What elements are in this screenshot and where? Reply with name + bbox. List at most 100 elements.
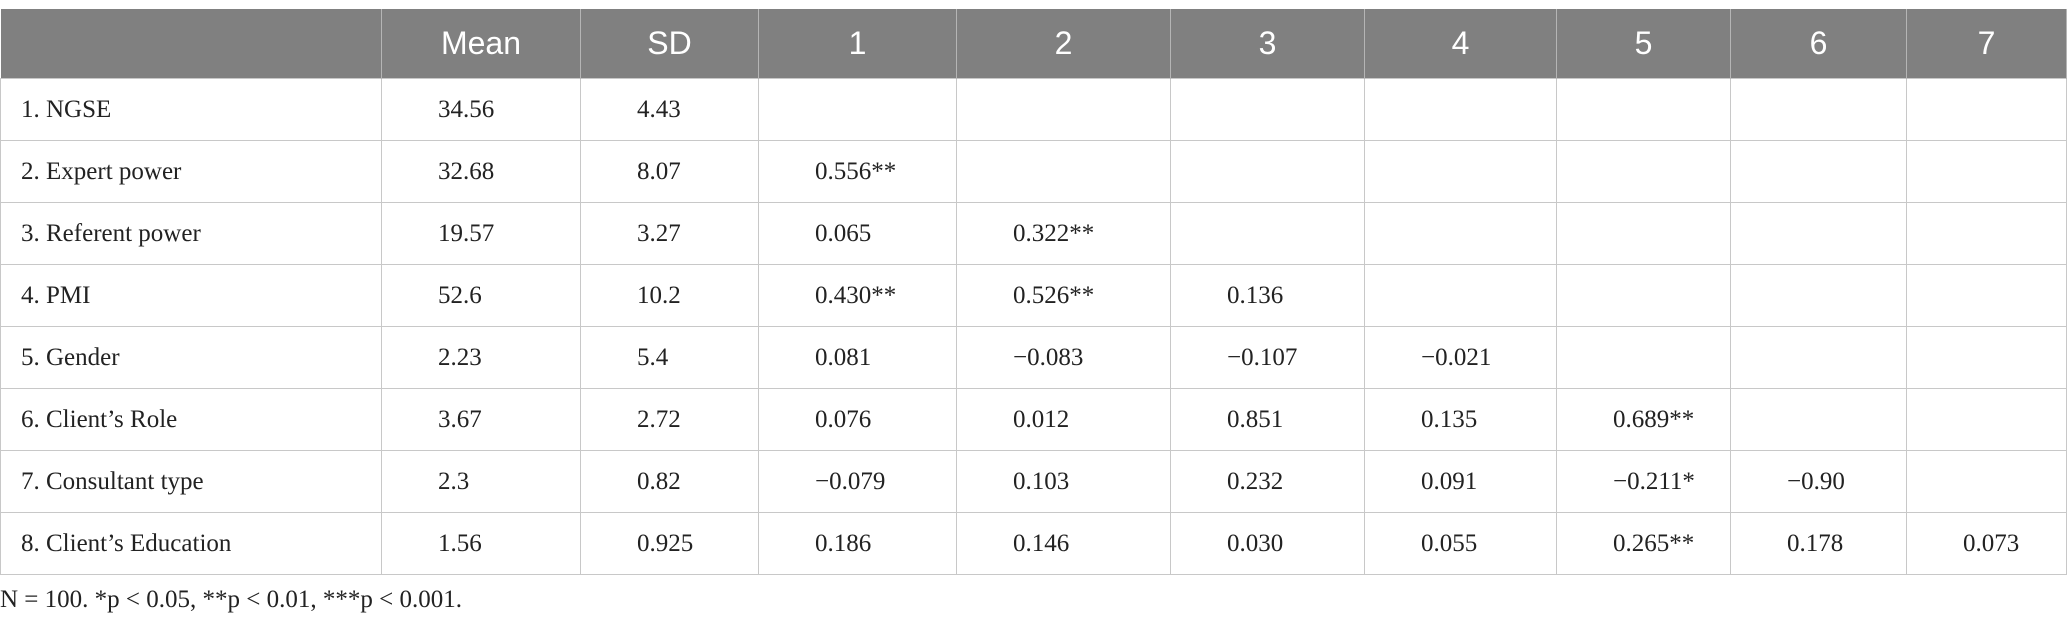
table-cell	[1364, 264, 1557, 327]
row-label: 1. NGSE	[0, 78, 382, 141]
header-cell	[0, 9, 382, 79]
table-cell	[1364, 78, 1557, 141]
header-cell: 3	[1170, 9, 1365, 79]
table-cell: 0.076	[758, 388, 957, 451]
table-cell	[1170, 78, 1365, 141]
table-cell	[1364, 140, 1557, 203]
row-label: 2. Expert power	[0, 140, 382, 203]
row-label: 7. Consultant type	[0, 450, 382, 513]
table-cell: 0.065	[758, 202, 957, 265]
table-cell: 0.265**	[1556, 512, 1731, 575]
table-cell: 0.82	[580, 450, 759, 513]
table-cell	[1906, 388, 2067, 451]
table-cell: 0.030	[1170, 512, 1365, 575]
table-cell: 2.23	[381, 326, 581, 389]
row-label: 8. Client’s Education	[0, 512, 382, 575]
table-cell	[1556, 140, 1731, 203]
table-cell: 5.4	[580, 326, 759, 389]
table-cell: 0.556**	[758, 140, 957, 203]
table-cell: 0.851	[1170, 388, 1365, 451]
table-cell: 0.322**	[956, 202, 1171, 265]
table-cell	[1556, 326, 1731, 389]
table-cell	[1730, 326, 1907, 389]
table-cell: 0.186	[758, 512, 957, 575]
table-cell	[1730, 202, 1907, 265]
table-cell: 0.430**	[758, 264, 957, 327]
table-cell: 0.689**	[1556, 388, 1731, 451]
header-cell: 5	[1556, 9, 1731, 79]
header-row: Mean SD 1 2 3 4 5 6 7	[0, 9, 2067, 79]
table-cell: 52.6	[381, 264, 581, 327]
footnote: N = 100. *p < 0.05, **p < 0.01, ***p < 0…	[0, 586, 462, 613]
row-label: 6. Client’s Role	[0, 388, 382, 451]
table-cell: 0.178	[1730, 512, 1907, 575]
table-cell: 8.07	[580, 140, 759, 203]
table-cell: 2.72	[580, 388, 759, 451]
table-row: 5. Gender 2.23 5.4 0.081 −0.083 −0.107 −0.021	[0, 326, 2067, 389]
correlation-table: Mean SD 1 2 3 4 5 6 7 1. NGSE 34.56 4.43 2. Expert …	[0, 9, 2067, 575]
table-cell: 0.526**	[956, 264, 1171, 327]
table-cell: 1.56	[381, 512, 581, 575]
header-cell: SD	[580, 9, 759, 79]
table-row: 8. Client’s Education 1.56 0.925 0.186 0.146…	[0, 512, 2067, 575]
table-cell	[1906, 326, 2067, 389]
table-cell: 0.146	[956, 512, 1171, 575]
row-label: 5. Gender	[0, 326, 382, 389]
table-cell: 0.103	[956, 450, 1171, 513]
table-cell: 0.925	[580, 512, 759, 575]
table-cell: 0.232	[1170, 450, 1365, 513]
header-cell: Mean	[381, 9, 581, 79]
table-cell	[1364, 202, 1557, 265]
table-cell	[1730, 140, 1907, 203]
table-cell	[1556, 78, 1731, 141]
table-cell	[956, 140, 1171, 203]
header-cell: 6	[1730, 9, 1907, 79]
table-row: 4. PMI 52.6 10.2 0.430** 0.526** 0.136	[0, 264, 2067, 327]
table-cell: 3.27	[580, 202, 759, 265]
table-cell: −0.079	[758, 450, 957, 513]
table-cell: 0.091	[1364, 450, 1557, 513]
header-cell: 2	[956, 9, 1171, 79]
table-cell: 0.136	[1170, 264, 1365, 327]
table-cell	[956, 78, 1171, 141]
table-cell	[1730, 78, 1907, 141]
table-cell: −0.083	[956, 326, 1171, 389]
table-cell: 2.3	[381, 450, 581, 513]
table-cell: 19.57	[381, 202, 581, 265]
table-cell: −0.107	[1170, 326, 1365, 389]
table-cell: 3.67	[381, 388, 581, 451]
table-cell: 10.2	[580, 264, 759, 327]
table-row: 1. NGSE 34.56 4.43	[0, 78, 2067, 141]
table-cell: 0.055	[1364, 512, 1557, 575]
table-cell	[1906, 202, 2067, 265]
table-cell: −0.90	[1730, 450, 1907, 513]
table-cell	[1906, 140, 2067, 203]
table-cell: 0.135	[1364, 388, 1557, 451]
table-cell	[1730, 264, 1907, 327]
table-row: 3. Referent power 19.57 3.27 0.065 0.322**	[0, 202, 2067, 265]
table-cell: 34.56	[381, 78, 581, 141]
table-cell: −0.211*	[1556, 450, 1731, 513]
header-cell: 4	[1364, 9, 1557, 79]
table-cell	[1556, 202, 1731, 265]
row-label: 3. Referent power	[0, 202, 382, 265]
header-cell: 7	[1906, 9, 2067, 79]
table-row: 7. Consultant type 2.3 0.82 −0.079 0.103 0.23…	[0, 450, 2067, 513]
table-cell	[1170, 202, 1365, 265]
row-label: 4. PMI	[0, 264, 382, 327]
table-cell: 0.081	[758, 326, 957, 389]
table-cell	[1906, 78, 2067, 141]
table-cell: 32.68	[381, 140, 581, 203]
table-cell: 0.012	[956, 388, 1171, 451]
table-cell	[1906, 450, 2067, 513]
table-cell: −0.021	[1364, 326, 1557, 389]
table-cell	[1906, 264, 2067, 327]
table-cell	[1170, 140, 1365, 203]
table-cell	[1556, 264, 1731, 327]
table-row: 2. Expert power 32.68 8.07 0.556**	[0, 140, 2067, 203]
header-cell: 1	[758, 9, 957, 79]
table-cell: 0.073	[1906, 512, 2067, 575]
table-row: 6. Client’s Role 3.67 2.72 0.076 0.012 0.851 0…	[0, 388, 2067, 451]
table-cell	[1730, 388, 1907, 451]
